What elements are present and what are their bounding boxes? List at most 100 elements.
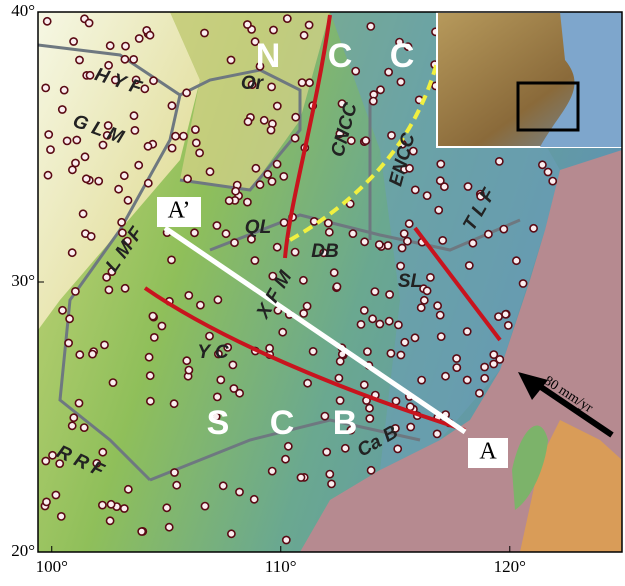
station [222,230,229,237]
station [342,445,349,452]
station [469,240,476,247]
station [300,310,307,317]
station [42,457,49,464]
station [386,291,393,298]
station [206,168,213,175]
station [453,364,460,371]
station [214,393,221,400]
station [412,186,419,193]
y-tick-label: 40° [11,1,35,20]
station [69,249,76,256]
station [266,345,273,352]
station [326,229,333,236]
station [306,21,313,28]
station [280,173,287,180]
station [105,286,112,293]
station [301,32,308,39]
profile-start: A’ [168,198,191,224]
station [274,161,281,168]
fault-label: SL [398,271,422,292]
station [42,84,49,91]
station [101,341,108,348]
station [369,315,376,322]
station [89,351,96,358]
station [310,348,317,355]
station [361,307,368,314]
station [481,375,488,382]
station [397,351,404,358]
station [124,197,131,204]
station [297,474,304,481]
station [282,456,289,463]
station [292,114,299,121]
station [333,283,340,290]
station [201,503,208,510]
station [145,180,152,187]
station [99,449,106,456]
station [191,229,198,236]
station [530,225,537,232]
station [185,292,192,299]
station [197,302,204,309]
station [321,413,328,420]
station [45,131,52,138]
profile-end: A [479,439,497,465]
station [244,21,251,28]
station [361,238,368,245]
station [73,136,80,143]
station [299,79,306,86]
station [388,132,395,139]
station [214,296,221,303]
station [183,357,190,364]
station [213,222,220,229]
x-tick-label: 110° [265,557,297,576]
station [404,238,411,245]
fault-label: QL [245,217,271,238]
station [464,183,471,190]
station [70,38,77,45]
station [118,219,125,226]
block-label: C [390,37,415,75]
station [192,126,199,133]
station [52,491,59,498]
station [268,83,275,90]
station [107,517,114,524]
station [399,244,406,251]
station [130,112,137,119]
block-label: C [270,404,295,442]
station [411,334,418,341]
station [281,219,288,226]
station [481,363,488,370]
station [44,172,51,179]
station [418,377,425,384]
map: N C C S C B H Y F G L M Or CNCC ENCC QL … [0,0,625,581]
station [44,18,51,25]
station [437,312,444,319]
inset [437,12,622,147]
station [292,135,299,142]
station [304,380,311,387]
station [539,161,546,168]
station [173,482,180,489]
station [168,102,175,109]
station [122,43,129,50]
station [401,339,408,346]
station [357,321,364,328]
station [146,32,153,39]
station [397,262,404,269]
station [135,162,142,169]
station [453,355,460,362]
station [65,339,72,346]
station [421,297,428,304]
station [267,127,274,134]
station [270,26,277,33]
station [434,302,441,309]
station [76,56,83,63]
fault-label: DB [311,241,339,262]
y-tick-label: 20° [11,541,35,560]
station [227,56,234,63]
station [69,166,76,173]
station [229,361,236,368]
station [337,358,344,365]
station [83,175,90,182]
